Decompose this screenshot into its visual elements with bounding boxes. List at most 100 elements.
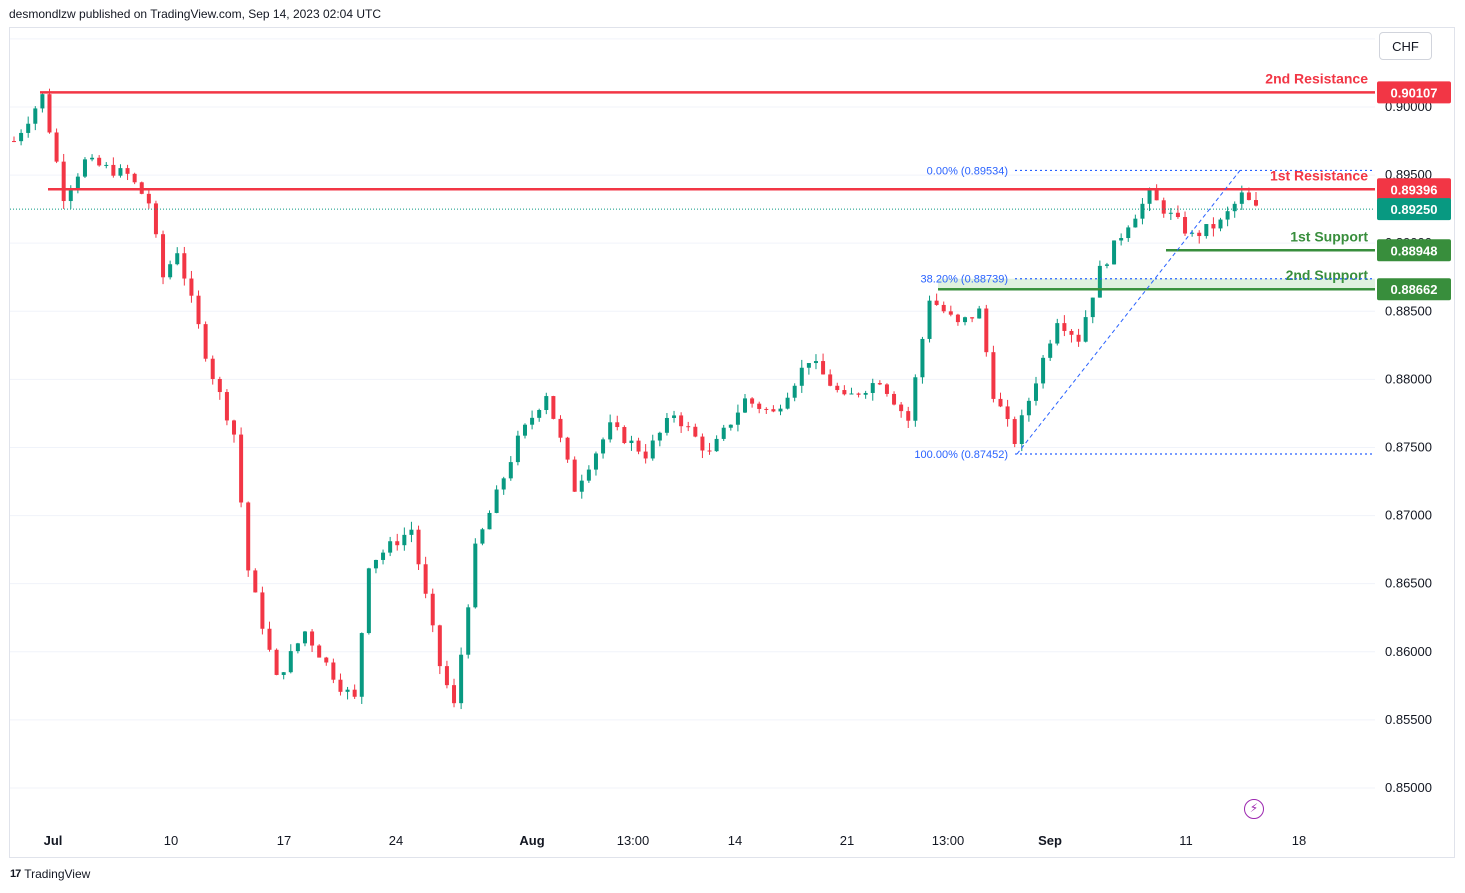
candle-body (1097, 265, 1102, 298)
candle-body (345, 689, 350, 692)
x-tick-label: 14 (728, 833, 742, 848)
candle-body (963, 317, 968, 323)
candle-body (743, 398, 748, 413)
price-tag-label: 0.88662 (1391, 282, 1438, 297)
candle-body (835, 385, 840, 391)
candle-body (1055, 323, 1060, 344)
candle-body (444, 666, 449, 686)
y-tick-label: 0.86000 (1385, 644, 1432, 659)
candle-body (799, 367, 804, 386)
candle-body (629, 440, 634, 444)
candle-body (707, 450, 712, 452)
candle-body (544, 396, 549, 410)
level-name-label: 1st Resistance (1270, 167, 1368, 183)
candle-body (920, 338, 925, 378)
candle-body (402, 534, 407, 546)
candle-body (863, 392, 868, 395)
chart-frame (9, 27, 1455, 858)
candle-body (480, 529, 485, 544)
lightning-icon[interactable]: ⚡ (1244, 799, 1264, 819)
candle-body (118, 168, 123, 176)
candle-body (125, 168, 130, 174)
candle-body (416, 529, 421, 565)
x-tick-label: 17 (277, 833, 291, 848)
candle-body (558, 418, 563, 438)
candle-body (111, 164, 116, 176)
candle-body (466, 607, 471, 655)
footer-brand-label: TradingView (24, 867, 91, 881)
candle-body (1133, 218, 1138, 228)
candle-body (622, 427, 627, 444)
candle-body (551, 396, 556, 419)
candle-body (1161, 200, 1166, 214)
candle-body (679, 415, 684, 427)
candle-body (1112, 240, 1117, 265)
currency-button[interactable]: CHF (1379, 32, 1432, 60)
candle-body (473, 543, 478, 608)
support-zone (938, 278, 1375, 290)
candle-body (1147, 190, 1152, 204)
candle-body (317, 645, 322, 658)
candle-body (430, 593, 435, 626)
candle-body (537, 409, 542, 418)
candle-body (778, 408, 783, 412)
candle-body (1019, 415, 1024, 444)
x-tick-label: 10 (164, 833, 178, 848)
candle-body (388, 541, 393, 553)
candle-body (274, 649, 279, 675)
candle-body (487, 512, 492, 530)
candle-body (593, 453, 598, 470)
candle-body (324, 657, 329, 663)
candle-body (459, 654, 464, 704)
candle-body (359, 633, 364, 697)
candle-body (175, 253, 180, 265)
y-tick-label: 0.86500 (1385, 576, 1432, 591)
current-price-tag (1377, 198, 1451, 221)
candle-body (615, 422, 620, 428)
candle-body (508, 462, 513, 479)
candle-body (842, 390, 847, 395)
current-price-label: 0.89250 (1391, 202, 1438, 217)
candle-body (714, 438, 719, 452)
candle-body (75, 176, 80, 189)
fib-level-label: 38.20% (0.88739) (921, 274, 1008, 286)
candle-body (522, 424, 527, 436)
candle-body (1012, 419, 1017, 444)
level-name-label: 2nd Resistance (1265, 70, 1368, 86)
candle-body (913, 377, 918, 421)
candle-body (650, 440, 655, 459)
candle-body (168, 264, 173, 278)
candle-body (601, 439, 606, 454)
candle-body (217, 378, 222, 393)
x-tick-label: 13:00 (932, 833, 965, 848)
candle-body (47, 94, 52, 133)
candle-body (892, 393, 897, 405)
candle-body (437, 625, 442, 667)
candle-body (686, 426, 691, 428)
candle-body (246, 502, 251, 571)
y-tick-label: 0.85000 (1385, 780, 1432, 795)
candle-body (1175, 212, 1180, 218)
footer-brand[interactable]: 17 TradingView (10, 867, 90, 881)
x-tick-label: Sep (1038, 833, 1062, 848)
y-tick-label: 0.85500 (1385, 712, 1432, 727)
candle-body (1197, 232, 1202, 237)
y-tick-label: 0.88000 (1385, 371, 1432, 386)
candle-body (735, 412, 740, 425)
candle-body (33, 108, 38, 124)
fib-trend-line (1016, 170, 1241, 455)
candle-body (941, 304, 946, 312)
x-tick-label: 11 (1179, 833, 1193, 848)
candle-body (19, 132, 24, 142)
candle-body (813, 361, 818, 364)
candle-body (991, 352, 996, 399)
candle-body (501, 478, 506, 490)
price-tag-label: 0.90107 (1391, 85, 1438, 100)
candle-body (586, 469, 591, 481)
candle-body (310, 631, 315, 646)
candle-body (153, 203, 158, 235)
candle-body (494, 489, 499, 513)
candle-body (608, 422, 613, 440)
candle-body (1104, 264, 1109, 266)
